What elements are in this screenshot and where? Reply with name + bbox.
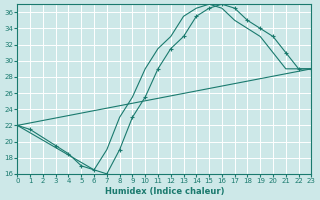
X-axis label: Humidex (Indice chaleur): Humidex (Indice chaleur): [105, 187, 224, 196]
